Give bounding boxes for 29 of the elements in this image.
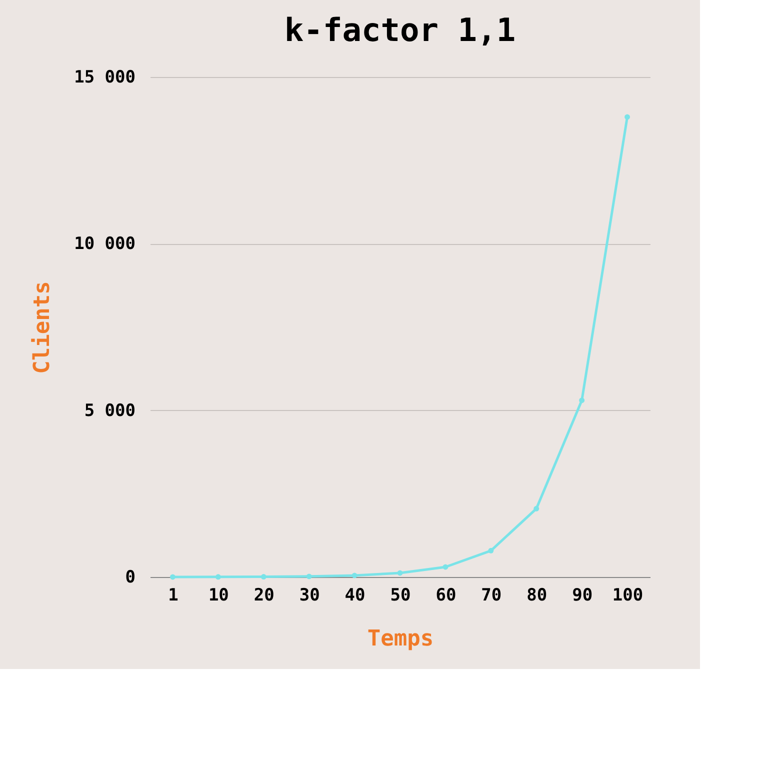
x-tick-label: 50 (390, 586, 411, 606)
point (215, 574, 221, 580)
point (534, 506, 540, 512)
y-tick-label: 10 000 (74, 234, 136, 254)
chart-title: k-factor 1,1 (284, 11, 516, 49)
x-tick-label: 100 (612, 586, 644, 606)
x-tick-label: 70 (481, 586, 502, 606)
point (624, 114, 630, 120)
y-tick-label: 0 (125, 568, 136, 588)
point (442, 564, 448, 570)
point (579, 398, 585, 404)
point (306, 574, 312, 580)
x-tick-label: 10 (208, 586, 229, 606)
x-tick-label: 20 (254, 586, 274, 606)
point (397, 570, 403, 576)
x-tick-label: 80 (526, 586, 548, 606)
x-tick-label: 40 (344, 586, 366, 606)
point (260, 574, 266, 580)
x-tick-label: 30 (299, 586, 320, 606)
x-tick-label: 60 (436, 586, 456, 606)
y-axis-title: Clients (30, 281, 56, 374)
x-tick-label: 90 (572, 586, 593, 606)
point (352, 572, 358, 578)
y-tick-label: 5 000 (84, 400, 136, 421)
point (170, 574, 176, 580)
y-tick-label: 15 000 (74, 68, 136, 88)
x-axis-title: Temps (367, 626, 434, 652)
point (488, 548, 494, 554)
x-tick-label: 1 (168, 586, 178, 606)
